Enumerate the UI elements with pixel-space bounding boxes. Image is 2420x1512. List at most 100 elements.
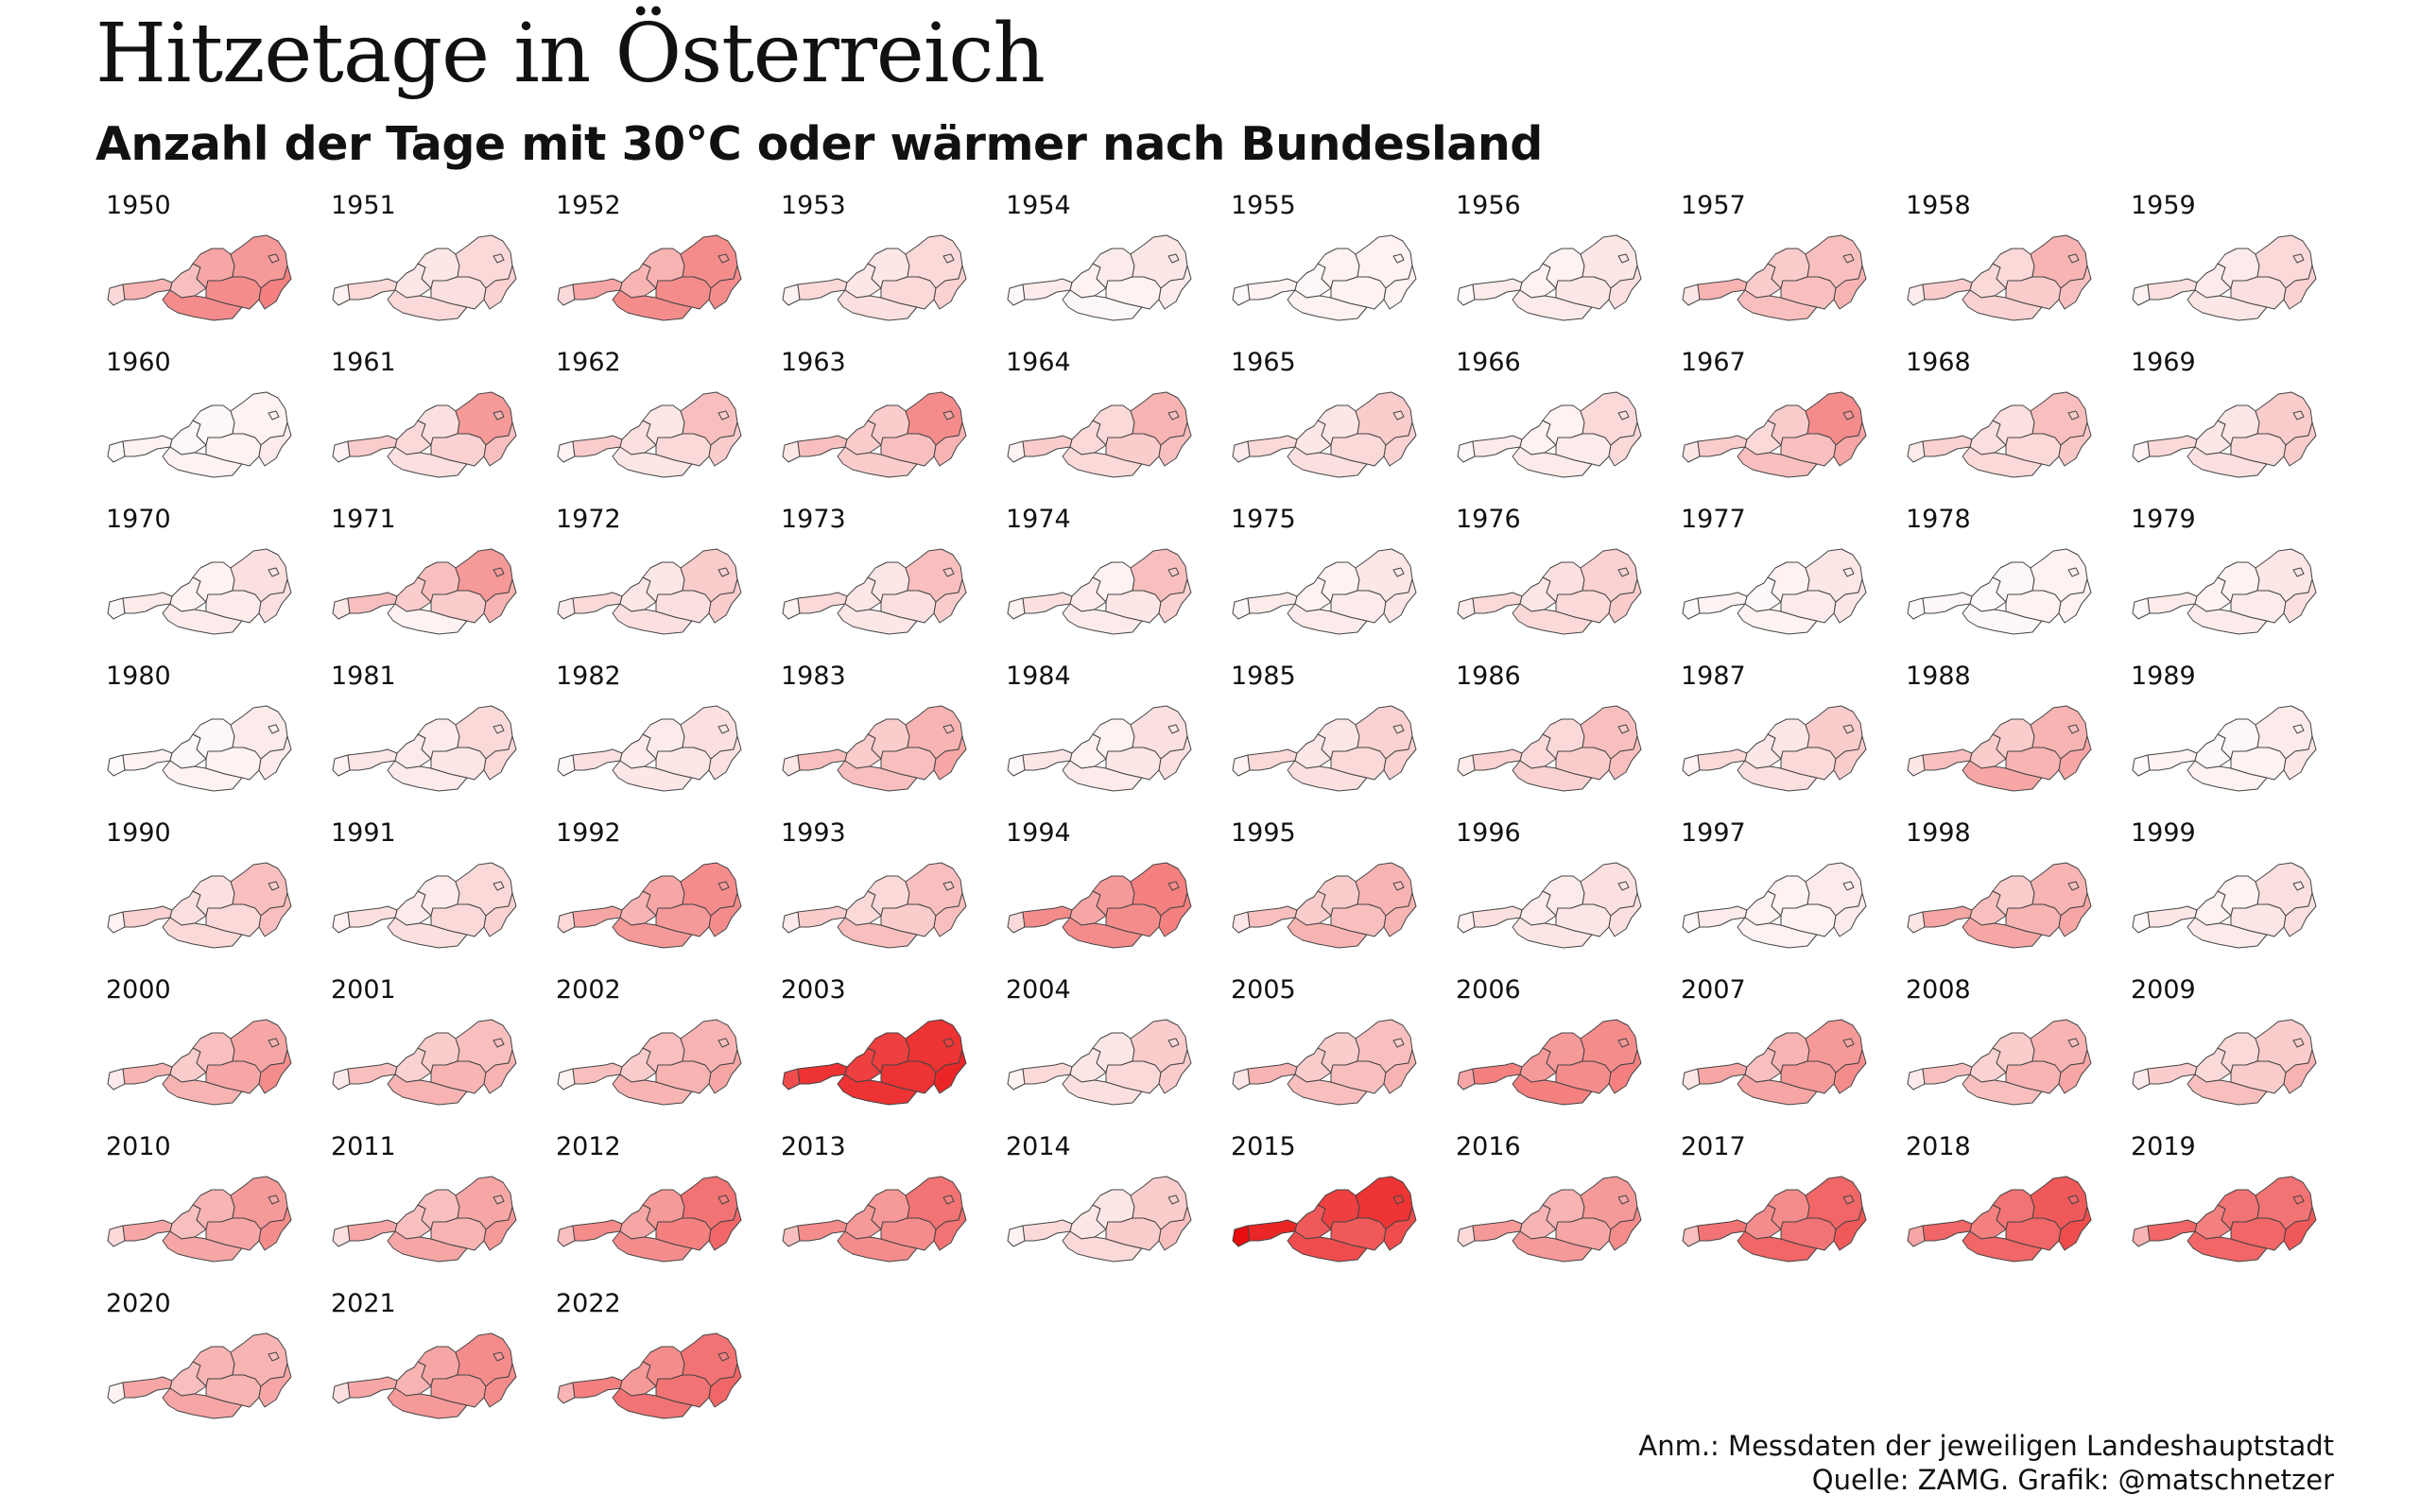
year-label: 1999 [2131, 818, 2196, 848]
austria-map [2132, 1176, 2317, 1263]
austria-map [2132, 548, 2317, 635]
state-region [1158, 265, 1192, 310]
state-region [2058, 735, 2092, 781]
state-region [347, 748, 398, 771]
state-region [1232, 1225, 1251, 1247]
austria-map [332, 862, 517, 949]
state-region [1833, 892, 1867, 937]
year-label: 2011 [331, 1132, 396, 1161]
state-region [347, 1219, 398, 1242]
year-label: 1982 [556, 662, 621, 691]
state-region [2147, 592, 2198, 614]
state-region [1922, 592, 1973, 614]
year-label: 2012 [556, 1132, 621, 1161]
austria-map [107, 234, 292, 321]
year-label: 1976 [1456, 505, 1521, 534]
state-region [268, 410, 280, 421]
austria-map [782, 1019, 967, 1106]
year-label: 2022 [556, 1289, 621, 1318]
austria-map [782, 548, 967, 635]
year-panel: 1992 [544, 816, 769, 973]
austria-map [557, 705, 742, 792]
state-region [387, 1230, 468, 1263]
austria-map [1232, 862, 1417, 949]
state-region [1287, 760, 1368, 792]
state-region [1232, 911, 1251, 934]
year-label: 1974 [1006, 505, 1071, 534]
year-panel: 2014 [994, 1130, 1219, 1287]
year-panel: 1959 [2119, 189, 2344, 346]
year-label: 1987 [1681, 662, 1746, 691]
austria-map [1457, 234, 1642, 321]
austria-map [782, 234, 967, 321]
state-region [2283, 578, 2317, 624]
year-panel: 1977 [1669, 503, 1894, 660]
state-region [483, 1363, 517, 1408]
state-region [782, 754, 801, 777]
austria-map [332, 391, 517, 478]
year-label: 2005 [1231, 975, 1296, 1005]
state-region [1457, 284, 1476, 306]
state-region [2058, 1206, 2092, 1251]
state-region [1022, 1219, 1073, 1242]
state-region [933, 892, 967, 937]
state-region [1062, 446, 1143, 478]
year-label: 1968 [1906, 348, 1971, 377]
state-region [162, 1074, 243, 1106]
year-label: 1962 [556, 348, 621, 377]
state-region [1158, 578, 1192, 624]
state-region [2058, 892, 2092, 937]
state-region [717, 253, 730, 264]
state-region [1287, 446, 1368, 478]
year-panel: 1965 [1219, 346, 1444, 503]
state-region [332, 440, 351, 463]
year-panel: 2007 [1669, 973, 1894, 1130]
year-panel: 1975 [1219, 503, 1444, 660]
state-region [1737, 1230, 1818, 1263]
state-region [1697, 592, 1748, 614]
year-label: 2009 [2131, 975, 2196, 1005]
state-region [107, 440, 126, 463]
year-label: 1990 [106, 818, 171, 848]
austria-map [557, 391, 742, 478]
state-region [258, 265, 292, 310]
state-region [1062, 760, 1143, 792]
state-region [1247, 905, 1298, 928]
year-panel: 1955 [1219, 189, 1444, 346]
state-region [1007, 284, 1026, 306]
austria-map [332, 1332, 517, 1419]
state-region [2132, 597, 2151, 620]
state-region [1167, 881, 1180, 891]
year-panel: 2003 [769, 973, 994, 1130]
state-region [1833, 421, 1867, 467]
austria-map [1682, 1019, 1867, 1106]
state-region [1392, 410, 1405, 421]
year-panel: 1972 [544, 503, 769, 660]
state-region [1962, 1074, 2043, 1106]
state-region [2132, 1225, 2151, 1247]
state-region [1383, 421, 1417, 467]
austria-map [332, 1019, 517, 1106]
state-region [122, 435, 173, 457]
state-region [1842, 567, 1855, 577]
state-region [1392, 1038, 1405, 1048]
state-region [1608, 1206, 1642, 1251]
state-region [493, 1038, 505, 1048]
state-region [1682, 911, 1701, 934]
state-region [1158, 1049, 1192, 1094]
state-region [1842, 724, 1855, 734]
state-region [1907, 597, 1926, 620]
year-label: 1997 [1681, 818, 1746, 848]
austria-map [1682, 548, 1867, 635]
year-panel: 2006 [1444, 973, 1669, 1130]
state-region [557, 1068, 576, 1091]
state-region [2067, 567, 2080, 577]
state-region [2283, 1049, 2317, 1094]
year-panel: 1958 [1894, 189, 2119, 346]
year-panel: 1954 [994, 189, 1219, 346]
year-label: 2021 [331, 1289, 396, 1318]
state-region [1697, 1062, 1748, 1085]
austria-map [1457, 1019, 1642, 1106]
state-region [942, 881, 955, 891]
